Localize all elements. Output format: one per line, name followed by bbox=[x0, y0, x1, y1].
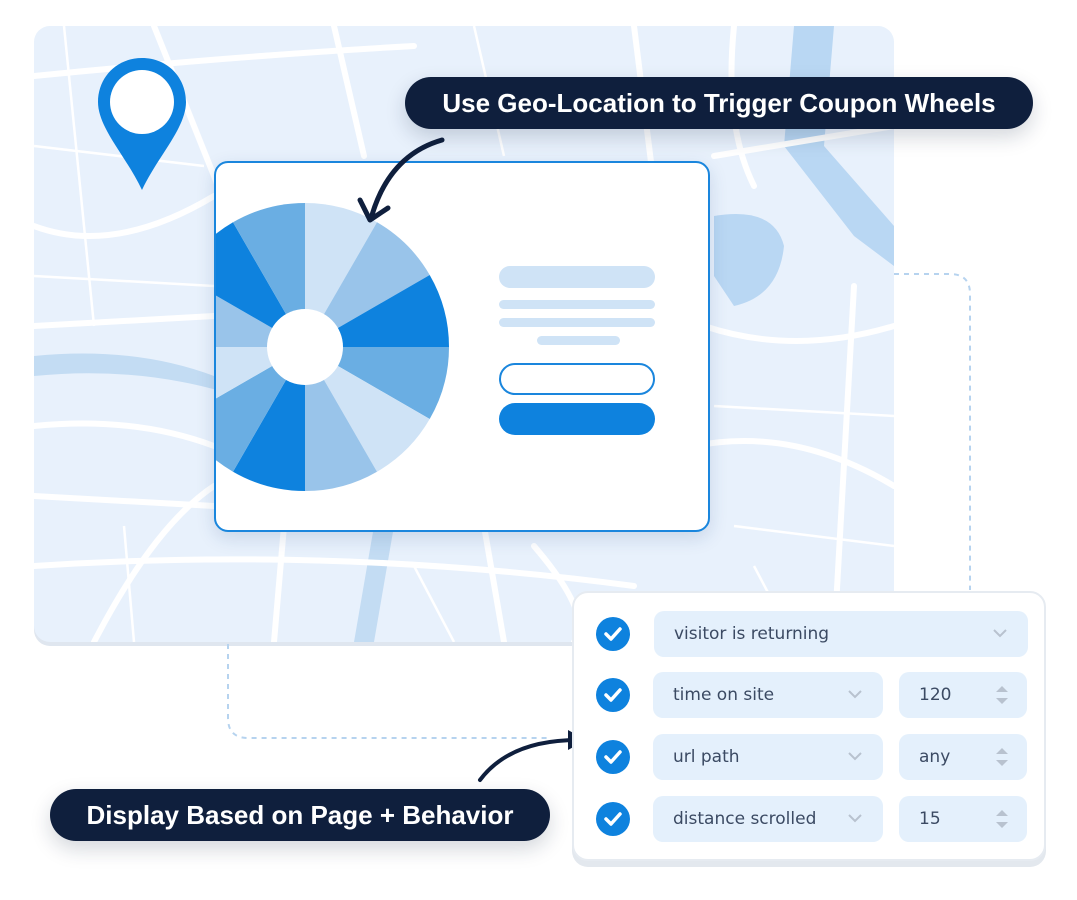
popup-spin-button[interactable] bbox=[499, 403, 655, 435]
condition-select[interactable]: url path bbox=[653, 734, 883, 780]
rule-row: visitor is returning bbox=[574, 611, 1044, 657]
condition-select[interactable]: visitor is returning bbox=[654, 611, 1028, 657]
condition-label: visitor is returning bbox=[674, 624, 830, 644]
arrow-top bbox=[357, 137, 445, 223]
coupon-wheel-popup bbox=[214, 161, 710, 532]
callout-behavior: Display Based on Page + Behavior bbox=[50, 789, 550, 841]
rule-row: distance scrolled 15 bbox=[574, 796, 1044, 842]
up-down-arrows-icon[interactable] bbox=[995, 808, 1009, 830]
condition-select[interactable]: distance scrolled bbox=[653, 796, 883, 842]
wheel-segment bbox=[233, 347, 305, 491]
value-stepper[interactable]: 120 bbox=[899, 672, 1027, 718]
value-label: 120 bbox=[919, 685, 952, 705]
wheel-segment bbox=[216, 222, 305, 347]
value-stepper[interactable]: 15 bbox=[899, 796, 1027, 842]
wheel-segment bbox=[305, 347, 430, 472]
wheel-segment bbox=[305, 222, 430, 347]
chevron-down-icon bbox=[848, 690, 862, 699]
value-label: 15 bbox=[919, 809, 941, 829]
wheel-segment bbox=[233, 203, 305, 347]
trigger-rules-panel: visitor is returning time on site 120 ur… bbox=[572, 591, 1046, 861]
checkmark-icon[interactable] bbox=[596, 617, 630, 651]
condition-label: distance scrolled bbox=[673, 809, 817, 829]
rule-row: url path any bbox=[574, 734, 1044, 780]
condition-select[interactable]: time on site bbox=[653, 672, 883, 718]
wheel-segment bbox=[305, 203, 377, 347]
wheel-segment bbox=[305, 347, 377, 491]
checkmark-icon[interactable] bbox=[596, 740, 630, 774]
popup-text-line bbox=[499, 300, 655, 309]
value-stepper[interactable]: any bbox=[899, 734, 1027, 780]
condition-label: time on site bbox=[673, 685, 775, 705]
callout-geo-location: Use Geo-Location to Trigger Coupon Wheel… bbox=[405, 77, 1033, 129]
popup-text-line bbox=[537, 336, 620, 345]
connector-right bbox=[894, 273, 971, 590]
map-pin-icon bbox=[98, 58, 186, 190]
popup-email-input[interactable] bbox=[499, 363, 655, 395]
popup-text-line bbox=[499, 318, 655, 327]
wheel-segment bbox=[216, 347, 305, 472]
up-down-arrows-icon[interactable] bbox=[995, 684, 1009, 706]
chevron-down-icon bbox=[993, 629, 1007, 638]
chevron-down-icon bbox=[848, 752, 862, 761]
checkmark-icon[interactable] bbox=[596, 802, 630, 836]
popup-headline-placeholder bbox=[499, 266, 655, 288]
up-down-arrows-icon[interactable] bbox=[995, 746, 1009, 768]
rule-row: time on site 120 bbox=[574, 672, 1044, 718]
checkmark-icon[interactable] bbox=[596, 678, 630, 712]
chevron-down-icon bbox=[848, 814, 862, 823]
wheel-segment bbox=[305, 347, 449, 419]
connector-left bbox=[227, 644, 550, 739]
value-label: any bbox=[919, 747, 951, 767]
condition-label: url path bbox=[673, 747, 740, 767]
coupon-wheel[interactable] bbox=[216, 163, 708, 530]
wheel-segment bbox=[305, 275, 449, 347]
wheel-hub bbox=[267, 309, 343, 385]
